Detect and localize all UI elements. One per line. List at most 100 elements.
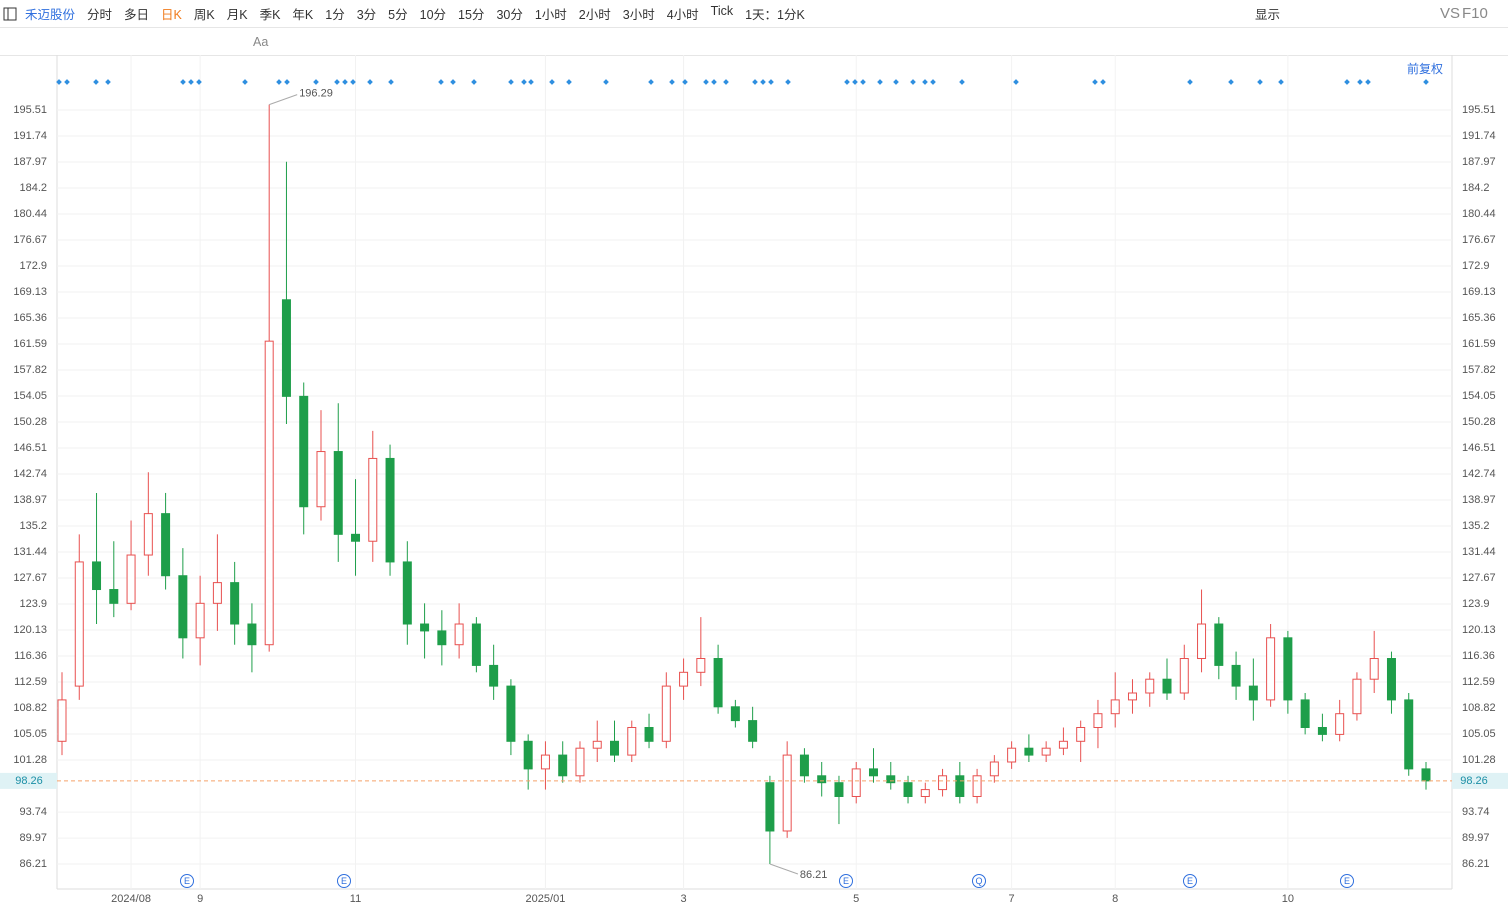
period-tab[interactable]: 10分 <box>419 8 447 22</box>
event-letter: E <box>184 876 190 886</box>
candle-body <box>161 513 171 577</box>
candle-body <box>730 706 740 722</box>
candle-body <box>74 561 84 687</box>
candle-body <box>627 726 637 756</box>
candle-body <box>1127 692 1137 701</box>
event-dot <box>1092 79 1098 85</box>
panel-icon[interactable] <box>3 7 17 21</box>
event-dot <box>860 79 866 85</box>
vs-button[interactable]: VS <box>1440 5 1461 22</box>
event-dot <box>566 79 572 85</box>
y-tick-label: 116.36 <box>1462 650 1495 662</box>
y-tick-label: 176.67 <box>13 234 47 246</box>
event-dot <box>1228 79 1234 85</box>
event-dot <box>1423 79 1429 85</box>
event-dot <box>910 79 916 85</box>
candle-body <box>644 726 654 742</box>
text-tool[interactable]: Aa <box>253 34 269 49</box>
candle-body <box>437 630 447 646</box>
stock-name[interactable]: 禾迈股份 <box>25 8 76 22</box>
x-tick-label: 11 <box>350 893 361 905</box>
event-dot <box>682 79 688 85</box>
period-tab[interactable]: 分时 <box>87 8 113 22</box>
y-tick-label: 154.05 <box>13 390 47 402</box>
period-tab[interactable]: 周K <box>193 8 215 22</box>
period-tab[interactable]: 年K <box>292 8 314 22</box>
y-tick-label: 150.28 <box>13 416 47 428</box>
y-tick-label: 142.74 <box>1462 468 1496 480</box>
candle-body <box>212 582 222 604</box>
y-tick-label: 86.21 <box>19 858 47 870</box>
period-tab[interactable]: 15分 <box>458 8 485 22</box>
candle-body <box>281 299 291 397</box>
period-tab[interactable]: 3分 <box>356 8 377 22</box>
candle-body <box>920 789 930 797</box>
x-tick-label: 3 <box>681 893 687 905</box>
period-tab[interactable]: Tick <box>710 4 734 18</box>
event-dot <box>242 79 248 85</box>
candle-body <box>316 451 326 508</box>
y-tick-label: 89.97 <box>19 832 47 844</box>
period-tab[interactable]: 月K <box>226 8 248 22</box>
event-icon <box>1183 874 1197 888</box>
period-tab[interactable]: 日K <box>161 8 182 22</box>
x-tick-label: 8 <box>1112 893 1118 905</box>
event-dot <box>1100 79 1106 85</box>
event-dot <box>350 79 356 85</box>
candle-body <box>1197 623 1207 660</box>
period-tab[interactable]: 季K <box>259 8 281 22</box>
y-tick-label: 108.82 <box>1462 702 1496 714</box>
period-tab[interactable]: 1天：1分K <box>745 8 805 22</box>
period-tab[interactable]: 1小时 <box>534 8 567 22</box>
candle-body <box>1007 747 1017 763</box>
period-tab[interactable]: 5分 <box>388 8 408 22</box>
period-tab[interactable]: 4小时 <box>666 8 699 22</box>
candle-body <box>523 740 533 770</box>
period-tab[interactable]: 多日 <box>124 8 150 22</box>
candle-body <box>402 561 412 625</box>
last-price-box <box>1452 772 1508 789</box>
period-tab[interactable]: 2小时 <box>578 8 611 22</box>
f10-button[interactable]: F10 <box>1462 5 1488 22</box>
period-tab[interactable]: 30分 <box>496 8 523 22</box>
period-list: 分时 多日 日K 周K 月K 季K 年K 1分 3分 5分 10分 15分 30分 1小时 2小时 3小时 4小… <box>87 4 817 23</box>
y-tick-label: 101.28 <box>1462 754 1496 766</box>
candle-body <box>143 513 153 556</box>
y-tick-label: 112.59 <box>14 676 47 688</box>
y-tick-label: 154.05 <box>1462 390 1496 402</box>
y-tick-label: 176.67 <box>1462 234 1496 246</box>
candle-body <box>385 457 395 563</box>
y-tick-label: 150.28 <box>1462 416 1496 428</box>
period-tab[interactable]: 3小时 <box>622 8 655 22</box>
candle-body <box>195 602 205 639</box>
y-tick-label: 142.74 <box>13 468 47 480</box>
y-tick-label: 187.97 <box>13 156 47 168</box>
display-menu[interactable]: 显示 <box>1255 8 1281 22</box>
candle-body <box>575 747 585 777</box>
event-dot <box>930 79 936 85</box>
event-dot <box>334 79 340 85</box>
event-dot <box>367 79 373 85</box>
y-tick-label: 135.2 <box>1462 520 1490 532</box>
event-dot <box>852 79 858 85</box>
candle-body <box>696 658 706 673</box>
event-dot <box>180 79 186 85</box>
candle-body <box>1145 678 1155 694</box>
event-dot <box>284 79 290 85</box>
candle-body <box>1076 726 1086 742</box>
y-tick-label: 146.51 <box>13 442 47 454</box>
candle-body <box>799 754 809 777</box>
candle-body <box>1093 713 1103 728</box>
candle-body <box>1300 699 1310 728</box>
candle-body <box>1283 637 1293 701</box>
candle-body <box>178 575 188 639</box>
event-dot <box>1187 79 1193 85</box>
period-tab[interactable]: 1分 <box>325 8 345 22</box>
event-dot <box>388 79 394 85</box>
last-price-label: 98.26 <box>1460 775 1488 787</box>
candle-body <box>1231 664 1241 687</box>
candle-body <box>471 623 481 666</box>
adjust-button[interactable]: 前复权 <box>1407 62 1444 76</box>
candle-body <box>1214 623 1224 666</box>
